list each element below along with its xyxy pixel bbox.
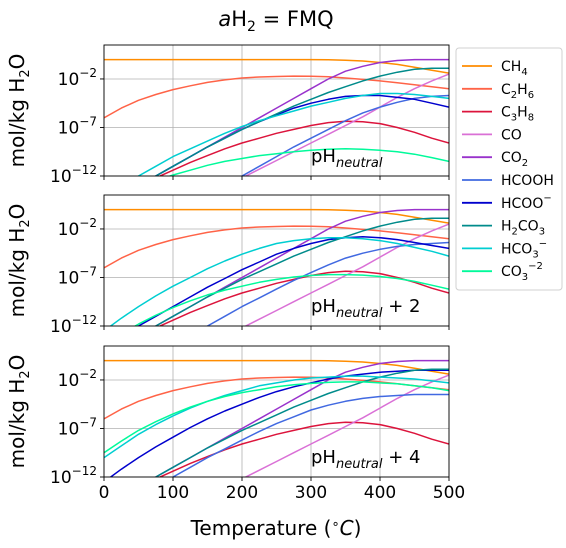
y-tick-label: 10−2 [58,66,97,90]
x-tick-label: 300 [295,483,327,503]
x-axis-label: Temperature (∘C) [190,516,362,540]
series-line-co [244,374,449,477]
legend-label: C3H8 [501,105,534,124]
x-tick-label: 400 [364,483,396,503]
series-line-h2co3 [154,368,449,477]
y-tick-label: 10−12 [50,464,97,488]
y-axis-label: mol/kg H2O [5,54,33,168]
series-line-h2co3 [154,67,449,176]
legend: CH4C2H6C3H8COCO2HCOOHHCOO−H2CO3HCO3−CO3−… [455,47,563,291]
series-line-co3-2 [133,273,449,326]
series-line-co [244,223,449,326]
y-tick-label: 10−12 [50,163,97,187]
y-tick-label: 10−7 [58,114,97,138]
series-line-hcoo- [109,369,449,477]
axes-frame [103,345,450,478]
series-line-ch4 [104,208,449,224]
legend-label: C2H6 [501,82,534,101]
legend-label: CH4 [501,59,528,78]
axes-frame [103,44,450,177]
series-line-co [244,73,449,176]
series-line-co3-2 [167,148,449,176]
series-group [104,58,449,176]
series-line-c3h8 [158,120,449,176]
y-tick-label: 10−7 [58,415,97,439]
x-tick-label: 0 [99,483,110,503]
axes-frame [103,194,450,327]
series-line-co2 [154,58,449,176]
series-line-hcoo- [154,94,449,176]
y-axis-label: mol/kg H2O [5,204,33,318]
series-line-hco3- [104,375,449,459]
series-line-hcooh [240,94,449,176]
legend-label: CO2 [501,150,528,169]
y-tick-label: 10−2 [58,367,97,391]
series-line-c2h6 [104,225,449,269]
series-line-c3h8 [158,270,449,326]
series-line-c2h6 [104,75,449,119]
series-line-hcooh [205,241,449,326]
panel-annotation: pHneutral + 4 [311,447,420,472]
panel-annotation: pHneutral + 2 [311,296,420,321]
series-line-hco3- [109,236,449,326]
x-tick-label: 500 [433,483,465,503]
y-axis-label: mol/kg H2O [5,355,33,469]
series-line-co2 [154,208,449,326]
series-group [104,359,449,477]
x-tick-label: 100 [157,483,189,503]
y-tick-label: 10−7 [58,264,97,288]
legend-label: HCOOH [501,173,554,189]
legend-label: CO [501,127,522,143]
series-line-co3-2 [104,381,449,454]
series-line-ch4 [104,359,449,375]
series-line-hcoo- [136,235,449,326]
legend-label: HCOO− [501,193,552,212]
y-tick-label: 10−12 [50,313,97,337]
series-line-hco3- [136,92,449,176]
series-line-h2co3 [154,217,449,326]
series-line-ch4 [104,58,449,74]
series-line-c3h8 [158,421,449,477]
y-tick-label: 10−2 [58,216,97,240]
series-group [104,208,449,326]
x-tick-label: 200 [226,483,258,503]
legend-frame [455,47,563,291]
figure-title: aH2 = FMQ [218,7,333,35]
series-line-hcooh [171,393,449,477]
